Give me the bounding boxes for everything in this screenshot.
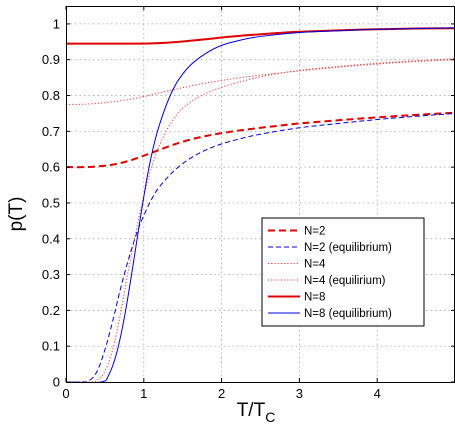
legend-label: N=2 (equilibrium)	[304, 242, 392, 254]
x-tick-label: 0	[62, 386, 69, 401]
legend-label: N=8	[304, 292, 325, 304]
y-tick-label: 0.5	[42, 195, 60, 210]
series-line-3	[65, 59, 455, 105]
x-axis-label: T/TC	[237, 400, 276, 425]
series-line-5	[65, 27, 455, 45]
y-tick-label: 0.1	[42, 339, 60, 354]
x-tick-label: 3	[296, 386, 303, 401]
y-tick-label: 0.6	[42, 160, 60, 175]
series-line-6	[65, 27, 455, 384]
legend-label: N=2	[304, 226, 325, 238]
axis-ticks: 0 1 2 3 4 0 0.1 0.2 0.3 0.4 0.5 0.6 0.7 0.8 0.9 1	[42, 6, 455, 401]
legend-box	[261, 217, 425, 327]
series-line-4	[65, 58, 455, 383]
y-tick-label: 0.9	[42, 52, 60, 67]
x-tick-label: 2	[218, 386, 225, 401]
series-line-2	[65, 112, 455, 383]
y-axis-label: p(T)	[6, 197, 27, 232]
legend-label: N=8 (equilibrium)	[304, 308, 392, 320]
legend: N=2 N=2 (equilibrium) N=4 N=4 (equilirium) N…	[261, 217, 425, 327]
y-tick-label: 0	[53, 375, 60, 390]
y-tick-label: 1	[53, 16, 60, 31]
y-tick-label: 0.4	[42, 231, 60, 246]
x-tick-label: 1	[140, 386, 147, 401]
legend-label: N=4	[304, 259, 326, 271]
y-tick-label: 0.3	[42, 267, 60, 282]
y-tick-label: 0.8	[42, 88, 60, 103]
series-line-1	[65, 111, 455, 169]
x-tick-label: 4	[374, 386, 381, 401]
legend-label: N=4 (equilirium)	[304, 275, 386, 287]
y-tick-label: 0.7	[42, 124, 60, 139]
x-axis-label-main: T/T	[237, 400, 266, 421]
x-axis-label-subscript: C	[265, 409, 275, 425]
series-lines	[65, 27, 455, 384]
y-tick-label: 0.2	[42, 303, 60, 318]
